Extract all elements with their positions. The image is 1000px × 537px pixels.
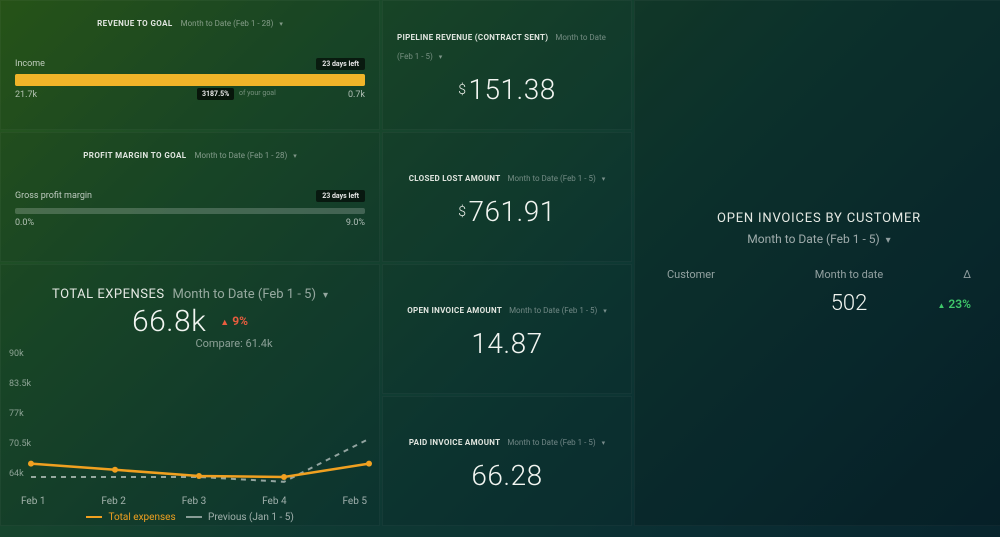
date-range-selector[interactable]: Month to Date (Feb 1 - 5) ▾: [504, 166, 605, 185]
card-total-expenses: TOTAL EXPENSES Month to Date (Feb 1 - 5)…: [0, 264, 380, 526]
data-point[interactable]: [28, 461, 34, 467]
chevron-down-icon: ▾: [603, 307, 607, 315]
date-range-selector[interactable]: Month to Date (Feb 1 - 5) ▾: [169, 283, 328, 302]
card-paid-invoice-amount: PAID INVOICE AMOUNT Month to Date (Feb 1…: [382, 396, 632, 526]
progress-high: 0.7k: [348, 90, 365, 100]
card-revenue-to-goal: REVENUE TO GOAL Month to Date (Feb 1 - 2…: [0, 0, 380, 130]
metric-value: 66.8k: [132, 304, 206, 339]
card-profit-margin-to-goal: PROFIT MARGIN TO GOAL Month to Date (Feb…: [0, 132, 380, 262]
card-open-invoice-amount: OPEN INVOICE AMOUNT Month to Date (Feb 1…: [382, 264, 632, 394]
progress-pct-sub: of your goal: [239, 89, 276, 97]
card-title: PAID INVOICE AMOUNT: [409, 438, 501, 447]
metric-label: Gross profit margin: [15, 191, 92, 201]
progress-low: 21.7k: [15, 90, 37, 100]
x-tick: Feb 2: [101, 496, 125, 507]
card-pipeline-revenue: PIPELINE REVENUE (CONTRACT SENT) Month t…: [382, 0, 632, 130]
card-title: PIPELINE REVENUE (CONTRACT SENT): [397, 33, 548, 42]
col-customer: Customer: [667, 268, 787, 281]
date-range-label: Month to Date (Feb 1 - 5): [507, 438, 595, 447]
col-month-to-date: Month to date: [787, 268, 911, 281]
triangle-up-icon: ▲: [220, 318, 229, 328]
currency-symbol: $: [458, 204, 466, 220]
date-range-selector[interactable]: Month to Date (Feb 1 - 28) ▾: [177, 11, 283, 30]
x-axis-labels: Feb 1 Feb 2 Feb 3 Feb 4 Feb 5: [21, 496, 367, 507]
cell-mtd: 502: [787, 291, 911, 316]
date-range-label: Month to Date (Feb 1 - 5): [747, 232, 879, 246]
date-range-label: Month to Date (Feb 1 - 5): [509, 306, 597, 315]
chevron-down-icon: ▾: [323, 290, 328, 301]
date-range-label: Month to Date (Feb 1 - 5): [507, 174, 595, 183]
metric-value: $761.91: [458, 195, 556, 228]
data-point[interactable]: [281, 474, 287, 480]
date-range-label: Month to Date (Feb 1 - 28): [195, 151, 288, 160]
metric-label: Income: [15, 59, 45, 69]
triangle-up-icon: ▲: [938, 301, 946, 310]
chevron-down-icon: ▾: [279, 20, 283, 28]
date-range-selector[interactable]: Month to Date (Feb 1 - 5) ▾: [506, 298, 607, 317]
legend-label-previous: Previous (Jan 1 - 5): [208, 512, 294, 523]
x-tick: Feb 1: [21, 496, 45, 507]
col-delta: Δ: [911, 268, 971, 281]
progress-pct-badge: 3187.5%: [197, 88, 234, 100]
chevron-down-icon: ▾: [886, 235, 891, 246]
date-range-selector[interactable]: Month to Date (Feb 1 - 28) ▾: [191, 143, 297, 162]
card-closed-lost-amount: CLOSED LOST AMOUNT Month to Date (Feb 1 …: [382, 132, 632, 262]
chevron-down-icon: ▾: [602, 439, 606, 447]
table-header: Customer Month to date Δ: [649, 268, 989, 281]
date-range-selector[interactable]: Month to Date (Feb 1 - 5) ▾: [504, 430, 605, 449]
chevron-down-icon: ▾: [293, 152, 297, 160]
days-left-badge: 23 days left: [316, 190, 365, 202]
legend-swatch-previous: [186, 516, 202, 518]
date-range-label: Month to Date (Feb 1 - 5): [173, 287, 316, 302]
card-open-invoices-by-customer: OPEN INVOICES BY CUSTOMER Month to Date …: [634, 0, 1000, 526]
card-title: CLOSED LOST AMOUNT: [409, 174, 501, 183]
card-title: PROFIT MARGIN TO GOAL: [83, 151, 186, 160]
date-range-label: Month to Date (Feb 1 - 28): [181, 19, 274, 28]
currency-symbol: $: [458, 82, 466, 98]
date-range-selector[interactable]: Month to Date (Feb 1 - 5) ▾: [397, 25, 606, 63]
legend-swatch-current: [86, 516, 102, 518]
chevron-down-icon: ▾: [439, 53, 443, 61]
progress-bar-track: 3187.5% of your goal: [15, 74, 365, 86]
x-tick: Feb 4: [262, 496, 286, 507]
progress-bar-track: [15, 208, 365, 214]
days-left-badge: 23 days left: [316, 58, 365, 70]
metric-value: 66.28: [471, 459, 542, 492]
metric-value: $151.38: [458, 73, 556, 106]
cell-delta: ▲ 23%: [911, 297, 971, 311]
expenses-line-chart: 90k 83.5k 77k 70.5k 64k Feb 1 Feb 2 Feb: [1, 345, 379, 525]
data-point[interactable]: [112, 467, 118, 473]
data-point[interactable]: [196, 473, 202, 479]
x-tick: Feb 3: [182, 496, 206, 507]
card-title: TOTAL EXPENSES: [52, 287, 165, 302]
chart-legend: Total expenses Previous (Jan 1 - 5): [1, 512, 379, 523]
metric-value: 14.87: [471, 327, 542, 360]
card-title: OPEN INVOICE AMOUNT: [407, 306, 502, 315]
table-row[interactable]: 502 ▲ 23%: [649, 291, 989, 316]
legend-label-current: Total expenses: [108, 512, 175, 523]
card-title: OPEN INVOICES BY CUSTOMER: [717, 211, 921, 226]
x-tick: Feb 5: [343, 496, 367, 507]
progress-bar-fill: [15, 74, 365, 86]
data-point[interactable]: [366, 461, 372, 467]
progress-low: 0.0%: [15, 218, 34, 228]
progress-high: 9.0%: [346, 218, 365, 228]
date-range-selector[interactable]: Month to Date (Feb 1 - 5) ▾: [747, 232, 890, 246]
delta-indicator: ▲ 9%: [220, 314, 248, 328]
chevron-down-icon: ▾: [602, 175, 606, 183]
card-title: REVENUE TO GOAL: [97, 19, 173, 28]
